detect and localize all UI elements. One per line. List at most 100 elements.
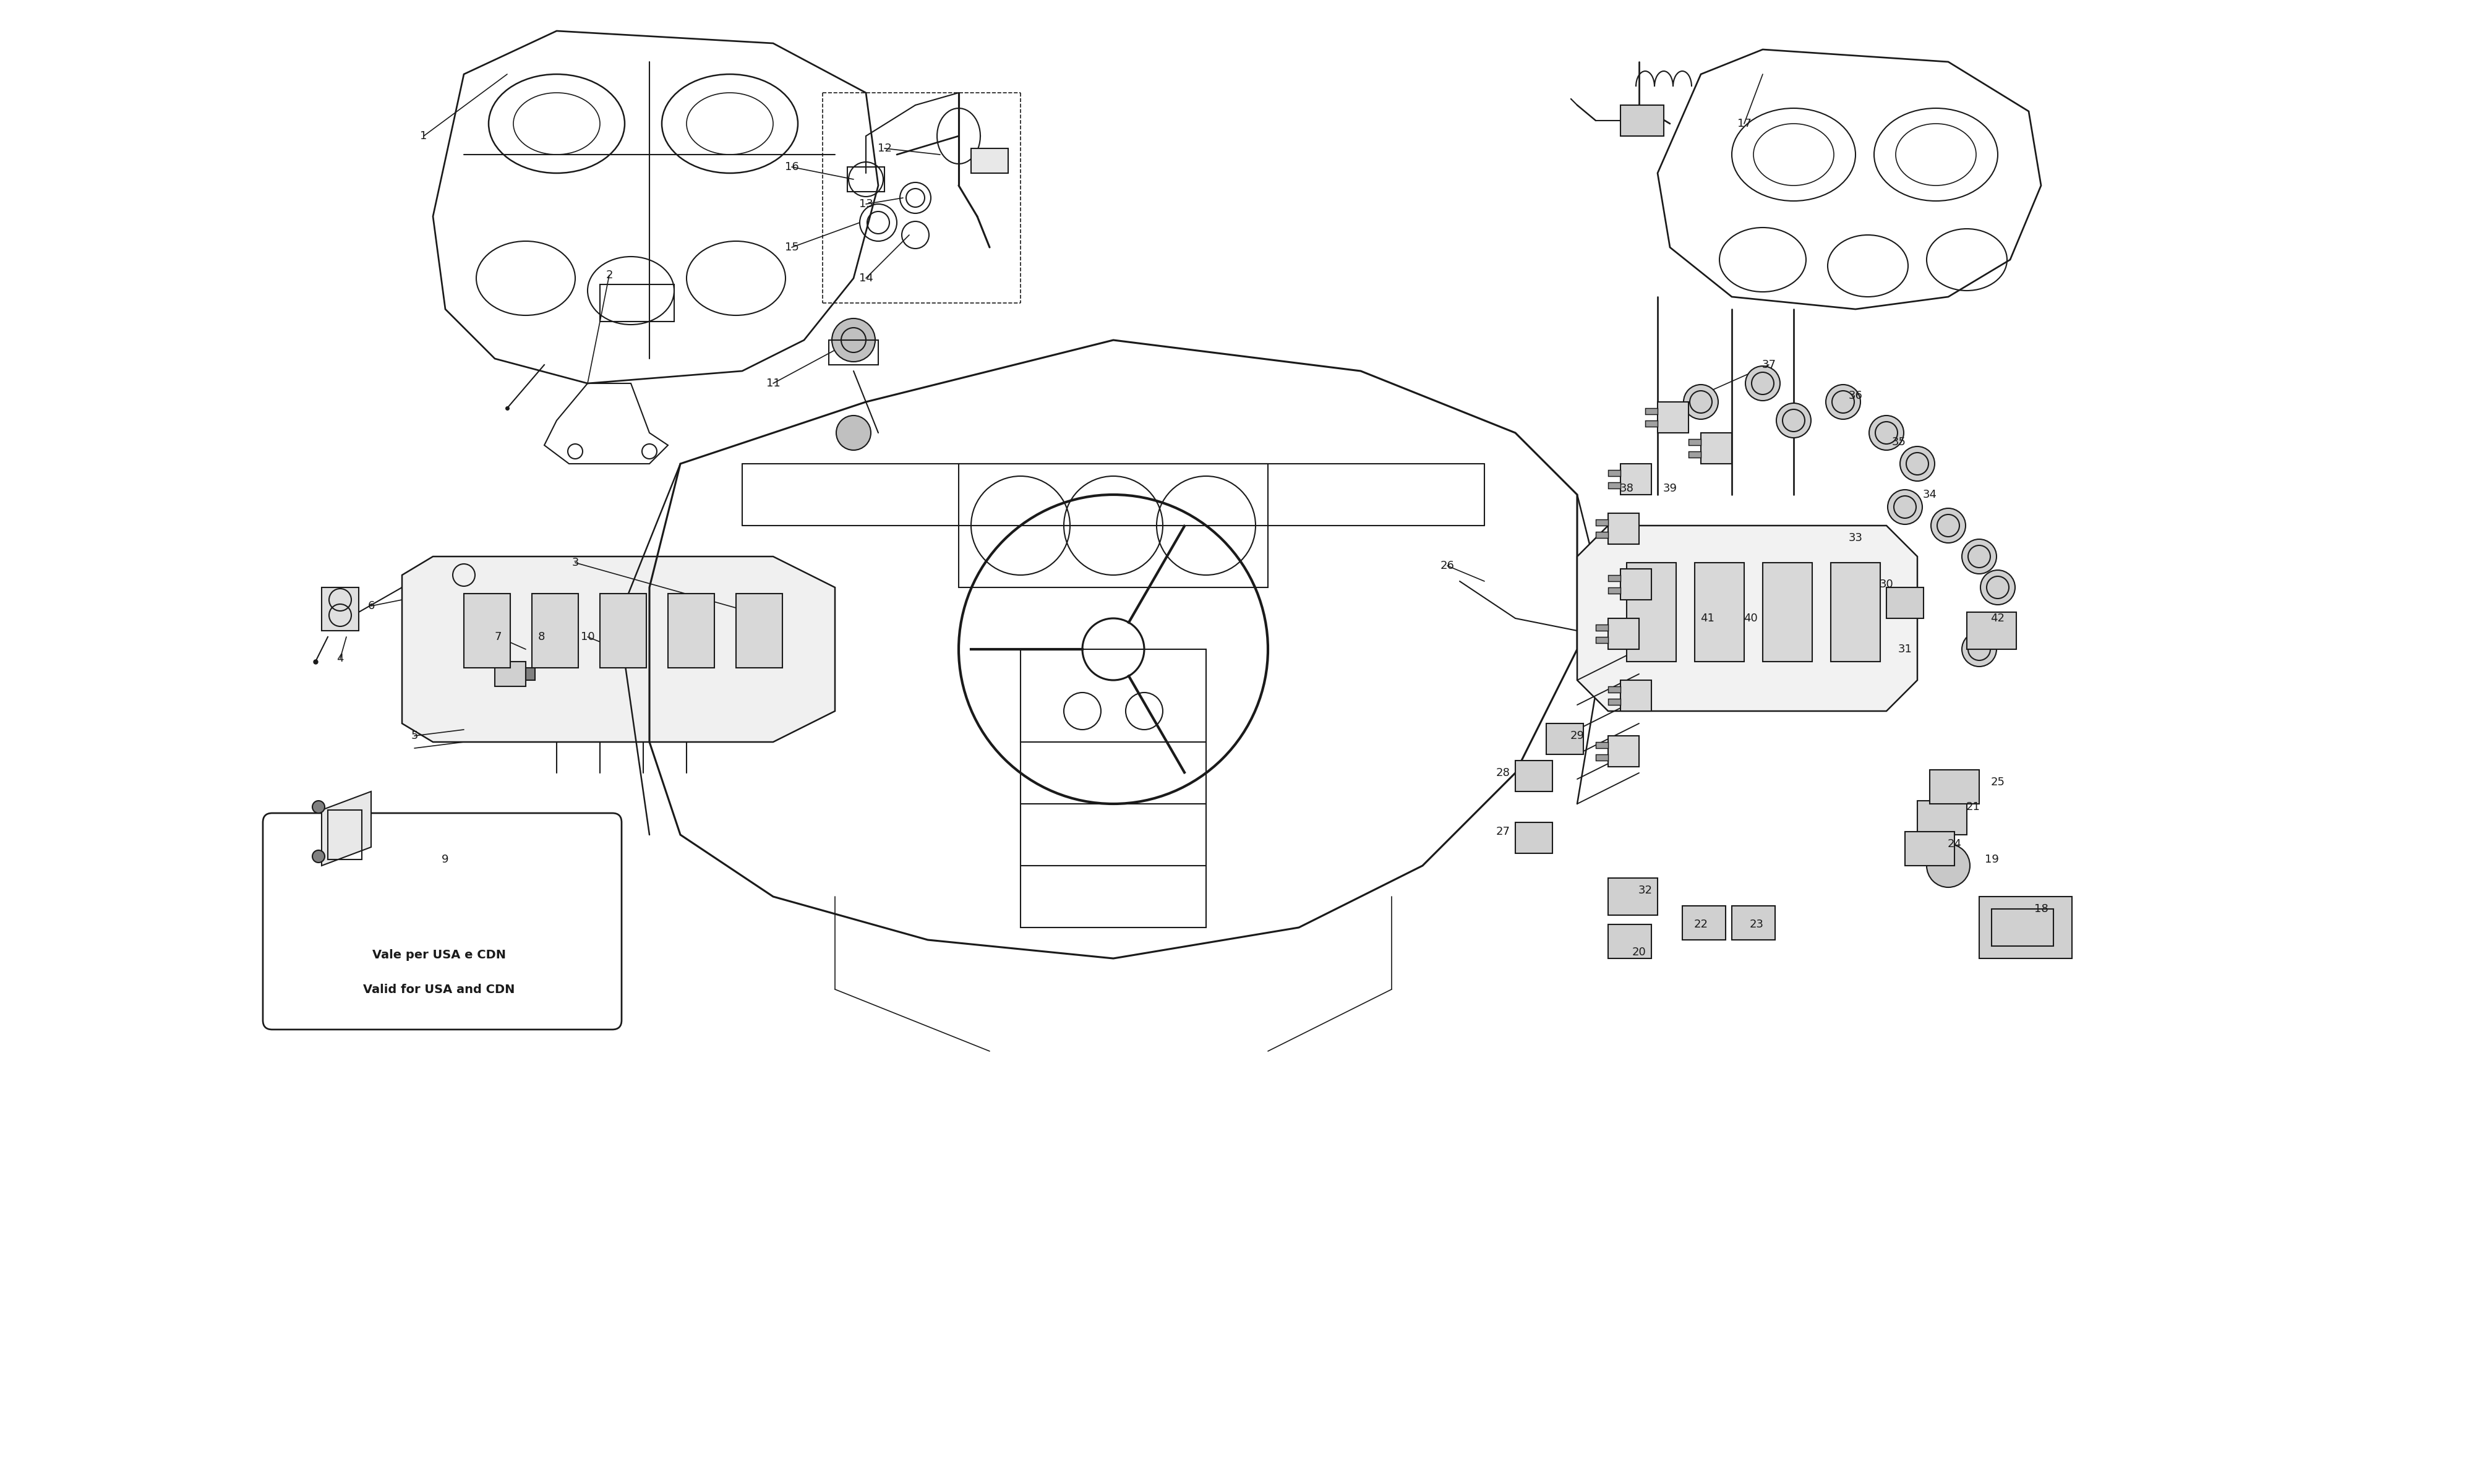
- Bar: [1608, 588, 1620, 594]
- Circle shape: [831, 319, 876, 362]
- Text: 41: 41: [1700, 613, 1714, 623]
- Bar: [532, 594, 579, 668]
- Bar: [846, 166, 886, 191]
- Text: 33: 33: [1848, 533, 1863, 543]
- Text: 36: 36: [1848, 390, 1863, 401]
- Circle shape: [1744, 367, 1781, 401]
- Text: 28: 28: [1497, 767, 1509, 779]
- Bar: [1608, 699, 1620, 705]
- Bar: [1608, 482, 1620, 488]
- Bar: [599, 285, 673, 322]
- Bar: [1645, 408, 1658, 414]
- Bar: [1695, 562, 1744, 662]
- Bar: [668, 594, 715, 668]
- Text: 18: 18: [2034, 904, 2048, 914]
- Polygon shape: [322, 791, 371, 865]
- Circle shape: [1826, 384, 1860, 418]
- Bar: [1700, 433, 1732, 463]
- Text: 11: 11: [767, 378, 779, 389]
- Text: 39: 39: [1663, 482, 1677, 494]
- Bar: [737, 594, 782, 668]
- Bar: [1620, 105, 1663, 137]
- Bar: [1514, 822, 1554, 853]
- Bar: [960, 463, 1267, 588]
- Circle shape: [1962, 539, 1997, 574]
- Text: 12: 12: [878, 142, 891, 154]
- Text: 23: 23: [1749, 919, 1764, 930]
- Text: 17: 17: [1737, 119, 1752, 129]
- Circle shape: [1962, 632, 1997, 666]
- Text: 1: 1: [421, 131, 428, 141]
- Circle shape: [1776, 404, 1811, 438]
- Polygon shape: [1576, 525, 1917, 711]
- Text: 37: 37: [1761, 359, 1776, 371]
- Bar: [1967, 611, 2016, 650]
- Bar: [1608, 879, 1658, 916]
- Text: 5: 5: [411, 730, 418, 742]
- Text: 16: 16: [784, 162, 799, 172]
- Polygon shape: [1979, 896, 2071, 959]
- Bar: [1687, 439, 1700, 445]
- Text: 22: 22: [1695, 919, 1707, 930]
- Bar: [1645, 420, 1658, 426]
- Circle shape: [1930, 508, 1964, 543]
- Bar: [1608, 925, 1650, 959]
- Bar: [465, 594, 510, 668]
- Bar: [1596, 742, 1608, 748]
- Bar: [1732, 905, 1774, 939]
- Circle shape: [312, 801, 324, 813]
- Text: 42: 42: [1992, 613, 2004, 623]
- Bar: [1930, 770, 1979, 804]
- Text: 25: 25: [1992, 776, 2004, 788]
- Bar: [1917, 801, 1967, 834]
- Bar: [970, 148, 1009, 174]
- Text: 2: 2: [606, 270, 614, 280]
- Bar: [1625, 562, 1675, 662]
- Circle shape: [1682, 384, 1717, 418]
- Text: 24: 24: [1947, 838, 1962, 849]
- Bar: [1608, 619, 1638, 650]
- Bar: [1620, 568, 1650, 600]
- Text: 8: 8: [537, 631, 544, 643]
- Bar: [1596, 637, 1608, 643]
- Text: 30: 30: [1880, 579, 1893, 589]
- Bar: [329, 810, 361, 859]
- Bar: [1687, 451, 1700, 457]
- Text: 27: 27: [1497, 827, 1509, 837]
- FancyBboxPatch shape: [262, 813, 621, 1030]
- Bar: [1596, 519, 1608, 525]
- Text: 40: 40: [1744, 613, 1757, 623]
- Bar: [1620, 680, 1650, 711]
- Circle shape: [1870, 416, 1905, 450]
- Bar: [524, 668, 534, 680]
- Circle shape: [312, 850, 324, 862]
- Bar: [1620, 463, 1650, 494]
- Bar: [1596, 531, 1608, 537]
- Text: 15: 15: [784, 242, 799, 252]
- Bar: [1546, 723, 1583, 754]
- Polygon shape: [322, 588, 359, 631]
- Polygon shape: [403, 556, 836, 742]
- Circle shape: [836, 416, 871, 450]
- Bar: [1885, 588, 1922, 619]
- Text: 13: 13: [858, 199, 873, 209]
- Text: 21: 21: [1967, 801, 1979, 813]
- Text: 14: 14: [858, 273, 873, 283]
- Bar: [599, 594, 646, 668]
- Circle shape: [1979, 570, 2014, 605]
- Bar: [1761, 562, 1811, 662]
- Bar: [1596, 754, 1608, 760]
- Bar: [829, 340, 878, 365]
- Text: 32: 32: [1638, 884, 1653, 896]
- Text: 9: 9: [443, 853, 448, 865]
- Text: 29: 29: [1571, 730, 1583, 742]
- Bar: [1905, 831, 1954, 865]
- Bar: [1514, 760, 1554, 791]
- Text: 35: 35: [1893, 436, 1905, 448]
- Text: 26: 26: [1440, 559, 1455, 571]
- Bar: [1608, 686, 1620, 693]
- Bar: [1608, 574, 1620, 582]
- Text: 4: 4: [336, 653, 344, 665]
- Bar: [1992, 908, 2053, 947]
- Bar: [1596, 625, 1608, 631]
